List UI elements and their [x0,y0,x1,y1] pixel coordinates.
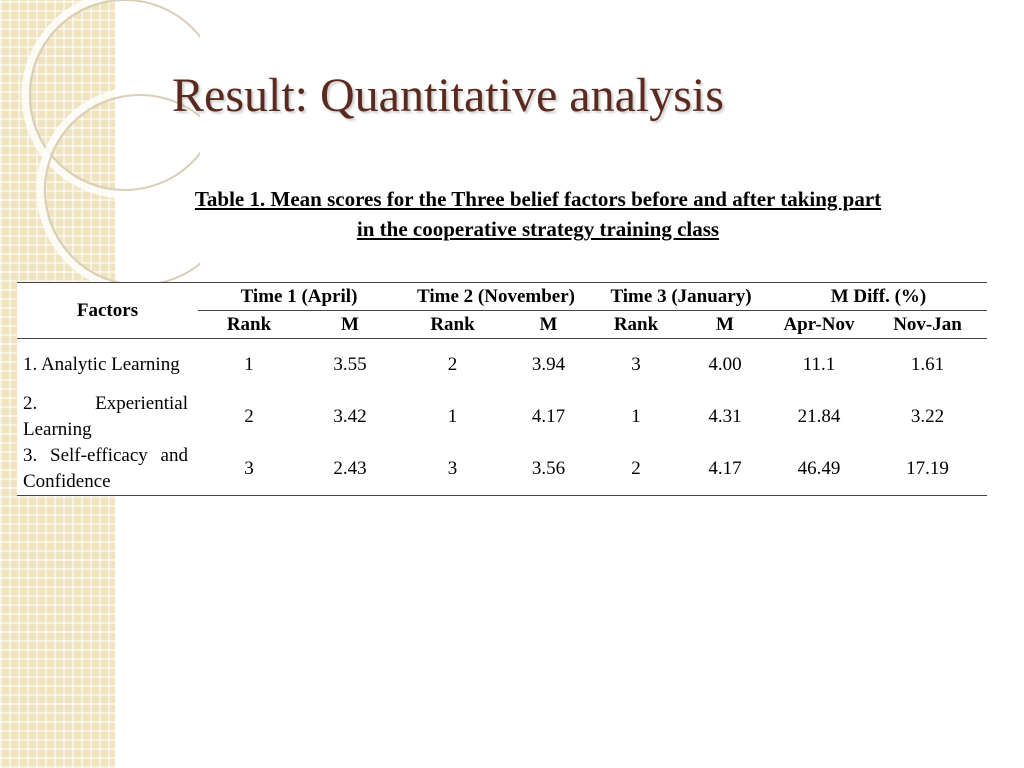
sub-header: Nov-Jan [868,310,987,339]
sub-header: M [300,310,400,339]
sub-header: M [505,310,592,339]
caption-line: in the cooperative strategy training cla… [356,217,720,241]
value-cell: 1 [244,354,254,375]
value-cell: 2.43 [300,443,400,496]
value-cell: 1.61 [910,354,945,375]
value-cell: 4.00 [708,354,742,375]
corner-header: Factors [17,282,198,339]
group-header: Time 3 (January) [592,282,770,311]
value-cell: 3.56 [505,443,592,496]
value-cell: 4.17 [531,406,566,427]
caption-line: Table 1. Mean scores for the Three belie… [194,187,882,211]
value-cell: 2 [592,443,680,496]
value-cell: 2 [447,354,458,375]
value-cell: 4.31 [708,406,742,427]
factor-cell: 3. Self-efficacy and Confidence [17,443,198,496]
value-cell: 46.49 [770,443,868,496]
value-cell: 1 [447,406,458,427]
value-cell: 17.19 [868,443,987,496]
sub-header: Rank [198,310,300,339]
value-cell: 2 [244,406,254,427]
group-header: Time 2 (November) [400,282,592,311]
sub-header: Rank [592,310,680,339]
results-table: Factors Time 1 (April) Time 2 (November) T… [17,282,987,496]
value-cell: 3.55 [333,354,367,375]
value-cell: 11.1 [802,354,836,375]
value-cell: 3 [400,443,505,496]
sub-header: Rank [400,310,505,339]
value-cell: 3.42 [333,406,367,427]
value-cell: 3.94 [531,354,566,375]
table-caption: Table 1. Mean scores for the Three belie… [100,184,976,244]
slide-title: Result: Quantitative analysis [172,69,724,122]
sub-header: Apr-Nov [770,310,868,339]
table-row: 1. Analytic Learning 1 3.55 2 3.94 3 4.00 11.1 1… [17,339,987,392]
group-header: Time 1 (April) [198,282,400,311]
factor-cell: 2. Experiential Learning [23,393,188,440]
table-row: 3. Self-efficacy and Confidence 3 2.43 3 3.5… [17,443,987,496]
value-cell: 4.17 [680,443,770,496]
value-cell: 3.22 [910,406,945,427]
value-cell: 3 [198,443,300,496]
value-cell: 3 [631,354,641,375]
value-cell: 1 [631,406,641,427]
group-header: M Diff. (%) [770,282,987,311]
value-cell: 21.84 [797,406,841,427]
sub-header: M [680,310,770,339]
factor-cell: 1. Analytic Learning [23,354,180,375]
decorative-circles [21,0,200,294]
table-row: 2. Experiential Learning 2 3.42 1 4.17 1 4.31 2… [17,391,987,443]
